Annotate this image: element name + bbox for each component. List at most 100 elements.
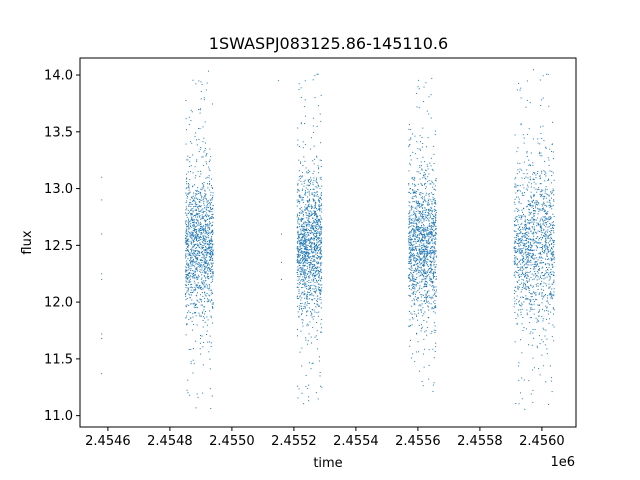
data-point [321,211,323,213]
data-point [418,88,420,90]
data-point [428,203,430,205]
data-point [307,244,309,246]
data-point [409,288,411,290]
data-point [205,209,207,211]
data-point [310,180,312,182]
data-point [308,257,310,259]
data-point [535,207,537,209]
data-point [303,234,305,236]
data-point [299,195,301,197]
data-point [519,250,521,252]
data-point [303,293,305,295]
data-point [421,380,423,382]
data-point [304,235,306,237]
data-point [318,244,320,246]
data-point [312,362,314,364]
data-point [203,215,205,217]
data-point [200,315,202,317]
data-point [317,238,319,240]
data-point [305,275,307,277]
data-point [312,260,314,262]
data-point [301,267,303,269]
data-point [541,247,543,249]
data-point [430,298,432,300]
data-point [187,379,189,381]
data-point [424,247,426,249]
data-point [540,177,542,179]
data-point [517,228,519,230]
data-point [422,269,424,271]
data-point [534,172,536,174]
data-point [421,234,423,236]
data-point [187,266,189,268]
data-point [300,211,302,213]
data-point [189,311,191,313]
data-point [210,275,212,277]
data-point [434,276,436,278]
data-point [197,224,199,226]
data-point [317,184,319,186]
data-point [309,267,311,269]
data-point [416,315,418,317]
data-point [413,280,415,282]
data-point [409,295,411,297]
data-point [419,257,421,259]
data-point [431,232,433,234]
data-point [543,170,545,172]
data-point [193,219,195,221]
data-point [537,271,539,273]
data-point [425,236,427,238]
data-point [533,210,535,212]
data-point [195,257,197,259]
data-point [319,188,321,190]
data-point [420,305,422,307]
data-point [306,288,308,290]
data-point [521,259,523,261]
data-point [518,82,520,84]
data-point [424,207,426,209]
data-point [196,225,198,227]
data-point [315,220,317,222]
data-point [320,159,322,161]
data-point [206,236,208,238]
data-point [298,315,300,317]
data-point [314,237,316,239]
data-point [428,214,430,216]
data-point [427,232,429,234]
data-point [191,243,193,245]
data-point [185,206,187,208]
data-point [431,282,433,284]
data-point [517,243,519,245]
data-point [204,228,206,230]
data-point [413,201,415,203]
data-point [299,213,301,215]
data-point [535,200,537,202]
data-point [413,176,415,178]
data-point [545,147,547,149]
data-point [431,222,433,224]
data-point [414,191,416,193]
data-point [418,312,420,314]
data-point [320,268,322,270]
data-point [196,235,198,237]
data-point [317,238,319,240]
data-point [307,272,309,274]
data-point [304,247,306,249]
data-point [312,280,314,282]
data-point [417,239,419,241]
data-point [314,97,316,99]
data-point [317,246,319,248]
data-point [296,298,298,300]
data-point [528,245,530,247]
data-point [424,237,426,239]
data-point [189,232,191,234]
data-point [424,276,426,278]
data-point [420,258,422,260]
data-point [312,264,314,266]
data-point [298,278,300,280]
data-point [204,149,206,151]
data-point [209,240,211,242]
data-point [411,133,413,135]
data-point [212,240,214,242]
data-point [317,241,319,243]
